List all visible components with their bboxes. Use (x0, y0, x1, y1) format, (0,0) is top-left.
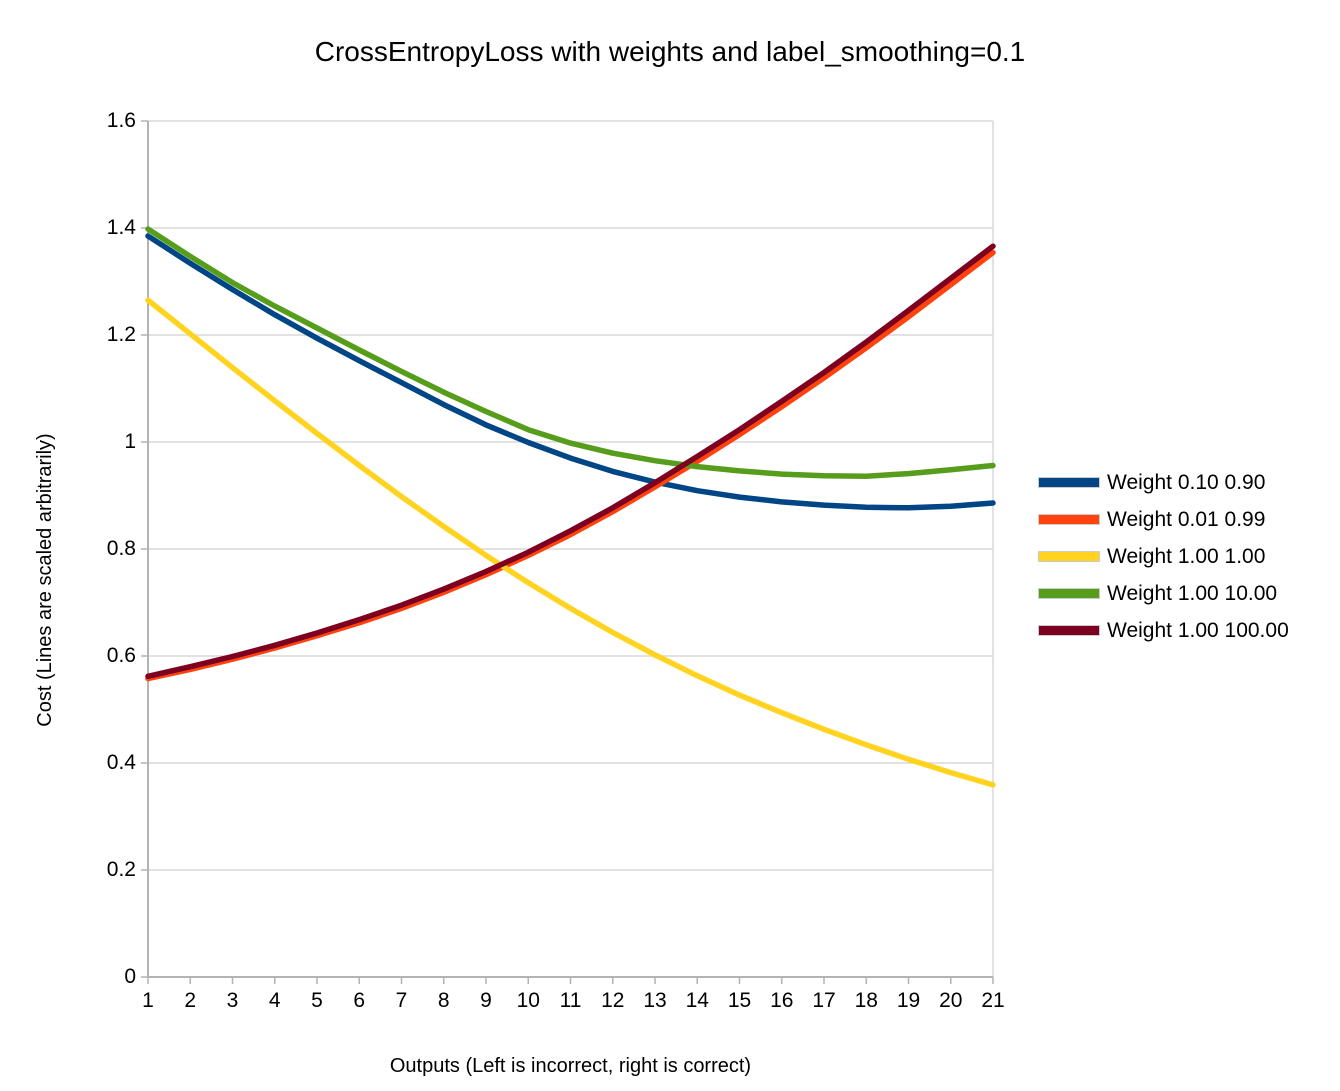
y-tick-label: 1.6 (106, 109, 136, 132)
x-tick-label: 12 (601, 989, 625, 1012)
x-tick-label: 16 (770, 989, 794, 1012)
x-axis-title: Outputs (Left is incorrect, right is cor… (389, 1055, 752, 1077)
x-tick-label: 13 (643, 989, 667, 1012)
y-tick-label: 0.2 (106, 858, 136, 881)
legend-item-3: Weight 1.00 10.00 (1038, 575, 1289, 612)
x-tick-label: 20 (939, 989, 963, 1012)
legend-swatch (1038, 514, 1100, 525)
x-tick-label: 10 (516, 989, 540, 1012)
series-line-0 (145, 233, 996, 511)
x-tick-label: 19 (896, 989, 921, 1012)
series-line-4 (145, 243, 996, 680)
legend-swatch (1038, 477, 1100, 488)
y-tick-label: 1.4 (106, 216, 136, 239)
x-tick-label: 11 (559, 989, 582, 1012)
series-line-3 (145, 226, 996, 479)
legend: Weight 0.10 0.90 Weight 0.01 0.99 Weight 1… (1038, 464, 1289, 649)
x-tick-label: 2 (184, 989, 197, 1012)
series-line-2 (145, 297, 996, 788)
legend-label: Weight 1.00 1.00 (1107, 544, 1266, 568)
legend-label: Weight 1.00 100.00 (1107, 618, 1289, 642)
x-tick-label: 6 (353, 989, 366, 1012)
legend-swatch (1038, 551, 1100, 562)
x-tick-label: 5 (311, 989, 323, 1012)
chart-title: CrossEntropyLoss with weights and label_… (314, 36, 1026, 67)
x-tick-label: 9 (480, 989, 492, 1012)
x-tick-label: 15 (727, 989, 752, 1012)
x-tick-label: 7 (395, 989, 408, 1012)
x-tick-label: 18 (854, 989, 878, 1012)
legend-item-2: Weight 1.00 1.00 (1038, 538, 1289, 575)
legend-label: Weight 1.00 10.00 (1107, 581, 1278, 605)
x-tick-label: 14 (685, 989, 709, 1012)
y-tick-label: 1.2 (106, 323, 136, 346)
legend-label: Weight 0.10 0.90 (1107, 470, 1266, 494)
legend-swatch (1038, 625, 1100, 636)
y-tick-label: 0 (124, 965, 136, 988)
y-tick-label: 0.4 (106, 751, 136, 774)
legend-item-0: Weight 0.10 0.90 (1038, 464, 1289, 501)
legend-item-1: Weight 0.01 0.99 (1038, 501, 1289, 538)
y-tick-label: 0.8 (106, 537, 136, 560)
legend-item-4: Weight 1.00 100.00 (1038, 612, 1289, 649)
x-tick-label: 8 (437, 989, 450, 1012)
y-tick-label: 1 (124, 430, 136, 453)
x-tick-label: 21 (981, 989, 1005, 1012)
legend-label: Weight 0.01 0.99 (1107, 507, 1266, 531)
legend-swatch (1038, 588, 1100, 599)
x-tick-label: 3 (226, 989, 239, 1012)
x-tick-label: 1 (142, 989, 154, 1012)
x-tick-label: 4 (268, 989, 281, 1012)
y-tick-label: 0.6 (106, 644, 136, 667)
x-tick-label: 17 (812, 989, 836, 1012)
